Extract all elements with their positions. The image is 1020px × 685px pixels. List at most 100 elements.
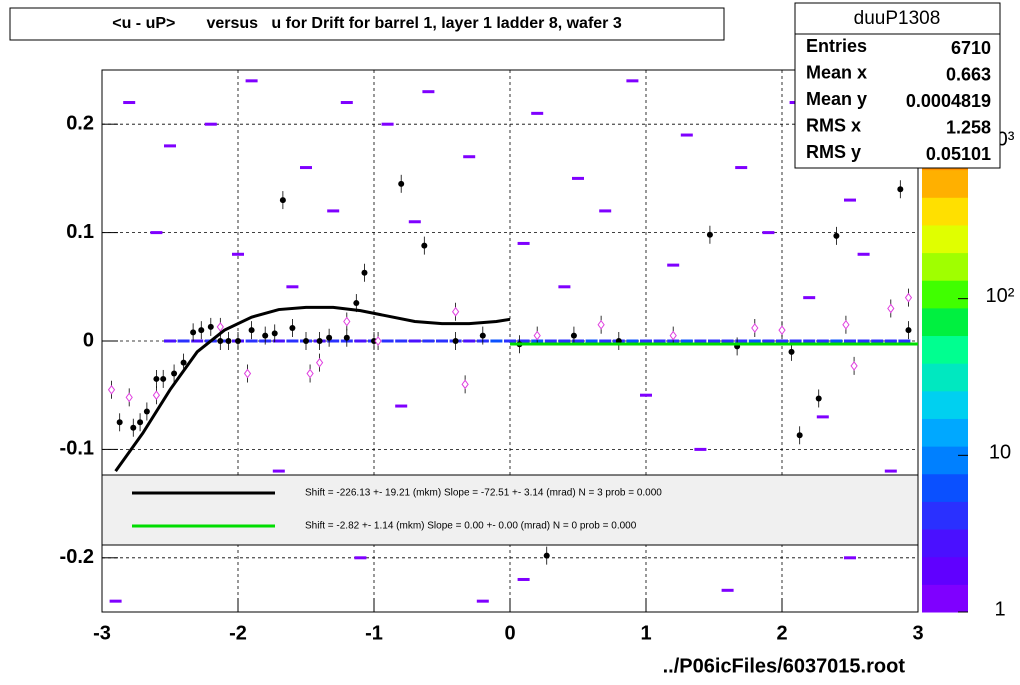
cell [531,111,544,115]
x-tick-label: 0 [504,622,515,644]
profile-point [289,324,296,331]
stats-label: RMS x [806,115,861,135]
cell [762,231,775,235]
cell [708,339,720,343]
palette-band [922,529,968,558]
cell [884,339,897,343]
cell [395,339,408,343]
stats-label: Mean y [806,89,867,109]
cell [408,339,421,343]
stats-value: 0.663 [946,64,991,84]
palette-band [922,335,968,364]
palette-band [922,584,968,613]
cell [816,339,829,343]
cell [680,339,693,343]
cell [558,339,571,343]
cell [490,339,503,343]
profile-point [235,338,241,344]
profile-point [461,379,469,390]
stats-title: duuP1308 [854,8,941,29]
profile-point [833,232,840,239]
palette-band [922,556,968,585]
profile-point [225,338,232,344]
cell [871,339,884,343]
cell [653,339,666,343]
profile-point [374,336,382,346]
profile-point [796,432,803,439]
cell [803,339,816,343]
cell [354,556,367,560]
stats-label: Entries [806,36,867,56]
cell [816,415,829,419]
profile-point [361,269,368,276]
profile-point [452,338,459,344]
cell [599,209,612,213]
profile-point [343,334,350,341]
profile-point [597,319,605,330]
stats-value: 1.258 [946,117,991,137]
profile-point [778,325,786,335]
profile-point [326,334,333,341]
profile-point [303,338,309,344]
cell [844,198,856,202]
cell [463,155,476,159]
cell [150,231,163,235]
cell [422,339,435,343]
profile-point [153,375,160,382]
cell [898,339,911,343]
profile-point [190,329,197,336]
profile-point [143,408,150,415]
cell [857,252,870,256]
cell [340,101,353,105]
cell [191,339,204,343]
cell [286,285,299,289]
profile-point [905,327,912,334]
profile-point [160,375,167,382]
profile-point [107,384,116,395]
cell [395,404,408,408]
palette-band [922,224,968,254]
cell [748,339,761,343]
profile-point [171,370,178,377]
palette-band [922,252,968,281]
palette-band [922,307,968,337]
cell [286,339,299,343]
profile-point [669,330,677,341]
cell [572,176,584,180]
cell [463,339,476,343]
cell [762,339,775,343]
cell [884,469,897,473]
cell [558,285,571,289]
profile-point [570,332,577,339]
z-tick-label: 10² [986,285,1015,307]
legend-text: Shift = -2.82 +- 1.14 (mkm) Slope = 0.00… [305,521,637,532]
cell [436,339,448,343]
profile-point [343,316,351,327]
cell [408,220,421,224]
profile-point [543,552,550,559]
cell [218,339,231,343]
profile-point [279,197,286,204]
cell [177,339,190,343]
cell [735,339,748,343]
profile-point [316,338,323,344]
stats-value: 6710 [951,38,991,58]
profile-point [398,180,405,187]
stats-value: 0.05101 [926,144,991,164]
cell [694,339,707,343]
cell [517,577,530,581]
palette-band [922,197,968,226]
cell [721,588,734,592]
profile-point [216,322,224,332]
cell [422,90,435,94]
profile-point [130,424,137,431]
x-tick-label: 1 [640,622,651,644]
palette-band [922,501,968,530]
y-tick-label: 0.2 [66,112,94,134]
title-box [9,7,725,41]
profile-point [371,338,377,344]
profile-point [217,338,224,344]
profile-point [248,327,255,334]
x-tick-label: -1 [365,622,383,644]
profile-point [243,368,252,379]
